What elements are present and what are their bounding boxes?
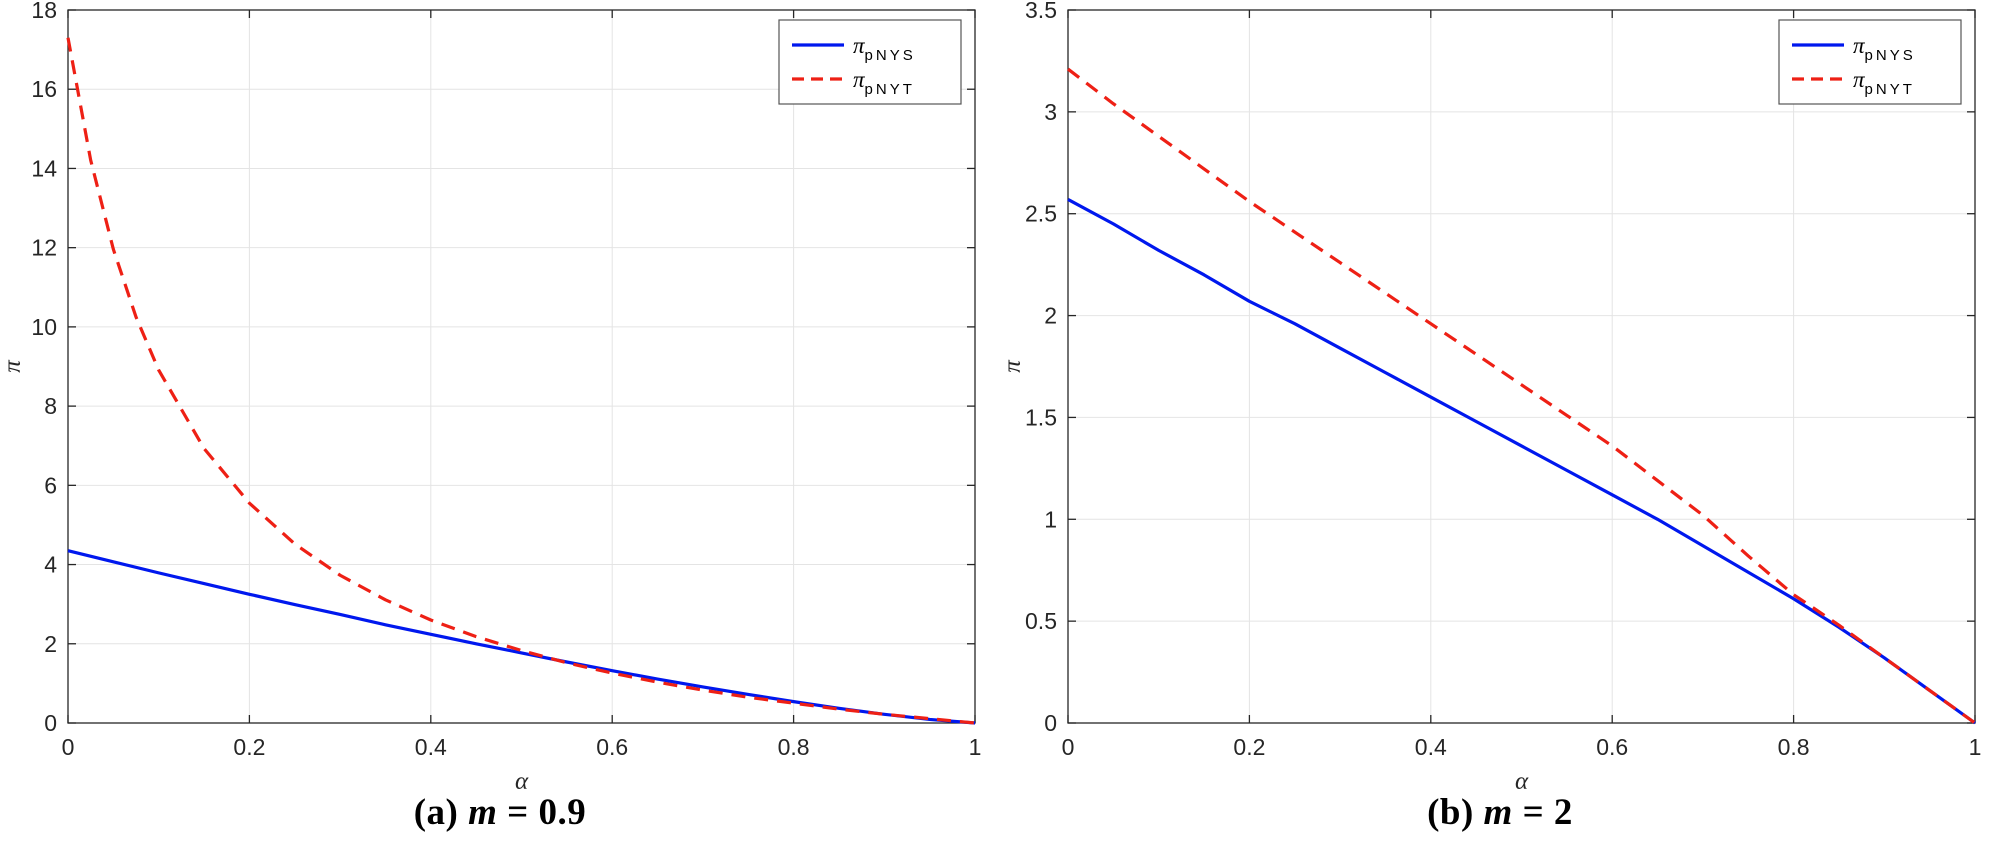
y-tick-label: 3 [1044, 99, 1057, 125]
x-tick-label: 0 [1062, 734, 1075, 760]
y-tick-label: 4 [44, 552, 57, 578]
y-tick-label: 1.5 [1025, 404, 1057, 430]
y-tick-label: 12 [31, 235, 57, 261]
x-axis-label: α [1515, 768, 1529, 795]
tick-marks [1067, 9, 1976, 724]
line-chart-b: 0 0.2 0.4 0.6 0.8 1 0 0.5 1 1.5 2 2.5 3 3.5 α π πpNYSπpN… [1000, 0, 2000, 795]
legend-label: πpNYS [853, 33, 916, 64]
caption-label-b: (b) [1427, 792, 1484, 833]
x-tick-labels: 0 0.2 0.4 0.6 0.8 1 [62, 734, 982, 760]
axes-box [1067, 9, 1976, 724]
x-tick-label: 0.4 [1415, 734, 1447, 760]
legend-item-pi_pNYS: πpNYS [1792, 33, 1916, 64]
line-chart-a: 0 0.2 0.4 0.6 0.8 1024681012141618αππpNYSπpNY… [0, 0, 1000, 795]
legend-item-pi_pNYT: πpNYT [792, 67, 915, 98]
x-tick-labels: 0 0.2 0.4 0.6 0.8 1 [1062, 734, 1982, 760]
caption-variable-a: m [468, 792, 498, 833]
y-axis-label: π [0, 359, 26, 373]
x-axis-label: α [515, 768, 529, 795]
x-tick-label: 0 [62, 734, 75, 760]
chart-caption-a: (a) m = 0.9 [414, 791, 587, 834]
legend-label: πpNYT [853, 67, 915, 98]
series-line-pi_pNYT [1067, 67, 1976, 725]
legend-item-pi_pNYT: πpNYT [1792, 67, 1915, 98]
chart-caption-b: (b) m = 2 [1427, 791, 1573, 834]
chart-background [1000, 0, 2000, 795]
caption-value-a: = 0.9 [497, 792, 587, 833]
y-tick-label: 6 [44, 472, 57, 498]
y-tick-label: 16 [31, 76, 57, 102]
y-tick-label: 0.5 [1025, 608, 1057, 634]
y-tick-label: 0 [44, 710, 57, 736]
x-tick-label: 1 [969, 734, 982, 760]
legend-label: πpNYS [1853, 33, 1916, 64]
x-tick-label: 0.8 [1778, 734, 1810, 760]
x-tick-label: 0.6 [1596, 734, 1628, 760]
caption-variable-b: m [1483, 792, 1513, 833]
axes-box [67, 9, 976, 724]
y-tick-labels: 0 2 4 6 8 10 12 14 16 18 [31, 0, 57, 736]
y-tick-label: 2 [1044, 303, 1057, 329]
x-tick-label: 0.6 [596, 734, 628, 760]
y-tick-label: 2.5 [1025, 201, 1057, 227]
chart-panel-b: 0 0.2 0.4 0.6 0.8 1 0 0.5 1 1.5 2 2.5 3 3.5 α π πpNYS πpN… [1000, 0, 2000, 861]
y-tick-label: 3.5 [1025, 0, 1057, 23]
legend-box [1778, 19, 1962, 105]
y-axis-label: π [1000, 359, 1026, 373]
y-tick-labels: 0 0.5 1 1.5 2 2.5 3 3.5 [1025, 0, 1057, 736]
y-tick-label: 18 [31, 0, 57, 23]
caption-label-a: (a) [413, 792, 469, 833]
y-tick-label: 2 [44, 631, 57, 657]
series-line-pi_pNYS [1067, 198, 1976, 725]
x-tick-label: 0.2 [1233, 734, 1265, 760]
legend-label: πpNYT [1853, 67, 1915, 98]
x-tick-label: 0.8 [778, 734, 810, 760]
y-tick-label: 8 [44, 393, 57, 419]
caption-value-b: = 2 [1512, 792, 1573, 833]
chart-panel-a: 0 0.2 0.4 0.6 0.8 1 0 2 4 6 8 10 12 14 16 18 α π πpNYS πpNY… [0, 0, 1000, 834]
series-line-pi_pNYT [66, 37, 976, 725]
y-tick-label: 14 [31, 155, 57, 181]
x-tick-label: 1 [1969, 734, 1982, 760]
chart-background [0, 0, 1000, 795]
legend-item-pi_pNYS: πpNYS [792, 33, 916, 64]
y-tick-label: 0 [1044, 710, 1057, 736]
x-tick-label: 0.2 [233, 734, 265, 760]
y-tick-label: 10 [31, 314, 57, 340]
legend-box [778, 19, 962, 105]
y-tick-label: 1 [1044, 506, 1057, 532]
x-tick-label: 0.4 [415, 734, 447, 760]
